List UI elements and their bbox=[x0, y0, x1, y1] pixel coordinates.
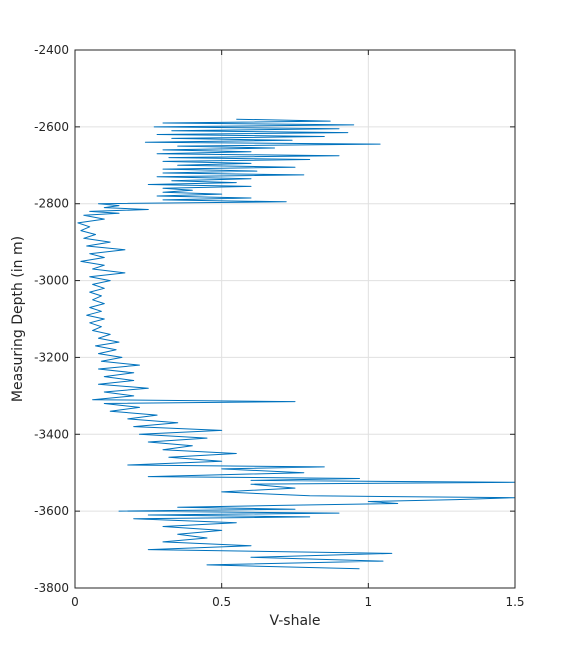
tick-marks bbox=[74, 49, 516, 589]
y-tick-label: -2800 bbox=[34, 197, 69, 211]
y-tick-label: -3000 bbox=[34, 274, 69, 288]
series-group bbox=[77, 118, 516, 570]
y-tick-label: -2600 bbox=[34, 120, 69, 134]
x-tick-label: 1.5 bbox=[505, 595, 524, 609]
x-tick-label: 0.5 bbox=[212, 595, 231, 609]
y-tick-label: -3400 bbox=[34, 427, 69, 441]
grid bbox=[74, 49, 516, 589]
y-tick-label: -3800 bbox=[34, 581, 69, 595]
y-tick-labels: -2400 -2600 -2800 -3000 -3200 -3400 -3600 -3800 bbox=[34, 43, 69, 595]
x-tick-labels: 0 0.5 1 1.5 bbox=[71, 595, 524, 609]
y-tick-label: -3200 bbox=[34, 350, 69, 364]
plot-area bbox=[75, 50, 515, 588]
y-tick-label: -3600 bbox=[34, 504, 69, 518]
vshale-log-line bbox=[77, 118, 516, 570]
x-tick-label: 0 bbox=[71, 595, 79, 609]
y-axis-label: Measuring Depth (in m) bbox=[10, 236, 26, 402]
axes-box bbox=[74, 49, 516, 589]
x-tick-label: 1 bbox=[365, 595, 373, 609]
x-axis-label: V-shale bbox=[269, 613, 320, 629]
y-tick-label: -2400 bbox=[34, 43, 69, 57]
